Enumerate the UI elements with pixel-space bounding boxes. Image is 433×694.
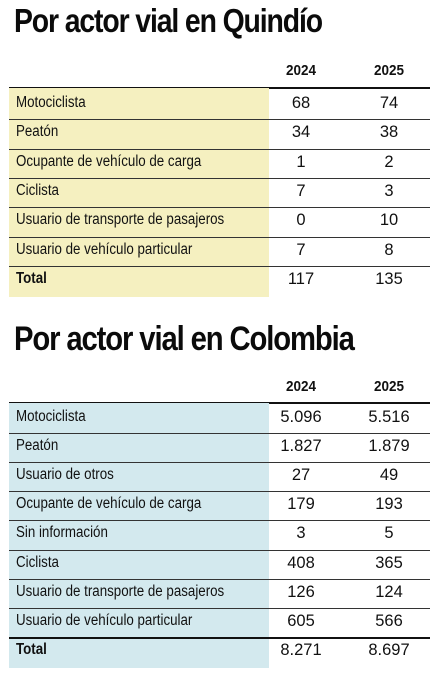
cell-value-2024: 117	[287, 269, 315, 288]
cell-value-2024: 1.827	[280, 437, 322, 456]
cell-value-2024: 34	[291, 123, 311, 142]
cell-value-2025: 74	[379, 94, 399, 112]
cell-value-2025: 8	[384, 240, 394, 259]
row-separator	[9, 207, 430, 209]
table-row: Usuario de transporte de pasajeros 0 10	[9, 211, 430, 240]
data-table: 2024 2025 Motociclista 68 74 Peatón 34 38 Ocupan…	[9, 62, 430, 300]
cell-value-2025: 5	[384, 524, 394, 543]
row-label: Ciclista	[16, 181, 59, 199]
row-separator	[9, 236, 430, 238]
table-row: Peatón 34 38	[9, 123, 430, 152]
cell-value-2024: 5.096	[280, 408, 322, 426]
cell-value-2024: 1	[296, 152, 306, 171]
table-row: Usuario de otros 27 49	[9, 466, 430, 495]
row-separator	[9, 148, 430, 150]
row-separator	[9, 433, 430, 435]
data-table: 2024 2025 Motociclista 5.096 5.516 Peatón 1.82…	[9, 378, 430, 690]
cell-value-2024: 8.271	[280, 640, 322, 659]
cell-value-2025: 8.697	[368, 640, 410, 659]
label-column-band	[9, 403, 269, 668]
cell-value-2025: 193	[375, 495, 403, 514]
row-label: Peatón	[16, 123, 59, 141]
row-separator	[9, 177, 430, 179]
total-row: Total 8.271 8.697	[9, 641, 430, 670]
cell-value-2025: 135	[375, 269, 403, 288]
row-label: Motociclista	[16, 408, 86, 425]
row-label: Total	[16, 269, 47, 287]
cell-value-2025: 38	[379, 123, 399, 142]
cell-value-2024: 0	[296, 211, 306, 230]
cell-value-2025: 2	[384, 152, 394, 171]
table-row: Motociclista 5.096 5.516	[9, 408, 430, 437]
cell-value-2024: 68	[291, 94, 311, 112]
column-header-2025: 2025	[373, 378, 405, 395]
row-label: Usuario de vehículo particular	[16, 611, 193, 629]
table-row: Ocupante de vehículo de carga 1 2	[9, 153, 430, 182]
row-label: Motociclista	[16, 94, 86, 111]
table-quindio: Por actor vial en Quindío 2024 2025 Motocic…	[0, 0, 433, 300]
cell-value-2025: 1.879	[368, 437, 410, 456]
row-separator	[9, 549, 430, 551]
cell-value-2024: 605	[287, 611, 315, 630]
row-label: Ocupante de vehículo de carga	[16, 152, 202, 170]
table-title: Por actor vial en Quindío	[14, 2, 323, 39]
row-label: Usuario de transporte de pasajeros	[16, 211, 225, 229]
cell-value-2025: 365	[375, 553, 403, 572]
total-top-rule	[9, 636, 430, 639]
column-header-row: 2024 2025	[9, 378, 430, 400]
row-separator	[9, 265, 430, 267]
cell-value-2025: 3	[384, 181, 394, 200]
row-separator	[9, 462, 430, 464]
table-row: Ciclista 7 3	[9, 182, 430, 211]
cell-value-2024: 3	[296, 524, 306, 543]
table-row: Sin información 3 5	[9, 524, 430, 553]
row-label: Usuario de transporte de pasajeros	[16, 582, 225, 600]
row-label: Total	[16, 640, 47, 658]
table-row: Usuario de transporte de pasajeros 126 124	[9, 583, 430, 612]
row-label: Ocupante de vehículo de carga	[16, 495, 202, 513]
row-separator	[9, 491, 430, 493]
table-row: Motociclista 68 74	[9, 94, 430, 123]
column-header-row: 2024 2025	[9, 62, 430, 84]
row-separator	[9, 607, 430, 609]
cell-value-2024: 179	[287, 495, 315, 514]
cell-value-2025: 124	[375, 582, 403, 601]
row-label: Usuario de vehículo particular	[16, 240, 193, 258]
column-header-2025: 2025	[373, 62, 405, 79]
cell-value-2025: 566	[375, 611, 403, 630]
row-separator	[9, 520, 430, 522]
row-label: Usuario de otros	[16, 466, 114, 484]
table-row: Peatón 1.827 1.879	[9, 437, 430, 466]
cell-value-2025: 49	[379, 466, 399, 485]
table-title: Por actor vial en Colombia	[14, 320, 355, 358]
cell-value-2024: 7	[296, 240, 306, 259]
table-row: Ciclista 408 365	[9, 554, 430, 583]
total-row: Total 117 135	[9, 270, 430, 299]
cell-value-2025: 10	[379, 211, 399, 230]
row-label: Ciclista	[16, 553, 59, 571]
cell-value-2024: 27	[291, 466, 311, 485]
column-header-2024: 2024	[285, 62, 317, 79]
table-row: Usuario de vehículo particular 7 8	[9, 241, 430, 270]
row-separator	[9, 578, 430, 580]
table-colombia: Por actor vial en Colombia 2024 2025 Motoci…	[0, 318, 433, 694]
column-header-2024: 2024	[285, 378, 317, 395]
cell-value-2024: 126	[287, 582, 315, 601]
table-row: Ocupante de vehículo de carga 179 193	[9, 495, 430, 524]
cell-value-2024: 408	[287, 553, 315, 572]
row-separator	[9, 119, 430, 121]
row-label: Peatón	[16, 437, 59, 455]
row-label: Sin información	[16, 524, 108, 542]
cell-value-2025: 5.516	[368, 408, 410, 426]
label-column-band	[9, 88, 269, 297]
table-row: Usuario de vehículo particular 605 566	[9, 612, 430, 641]
cell-value-2024: 7	[296, 181, 306, 200]
